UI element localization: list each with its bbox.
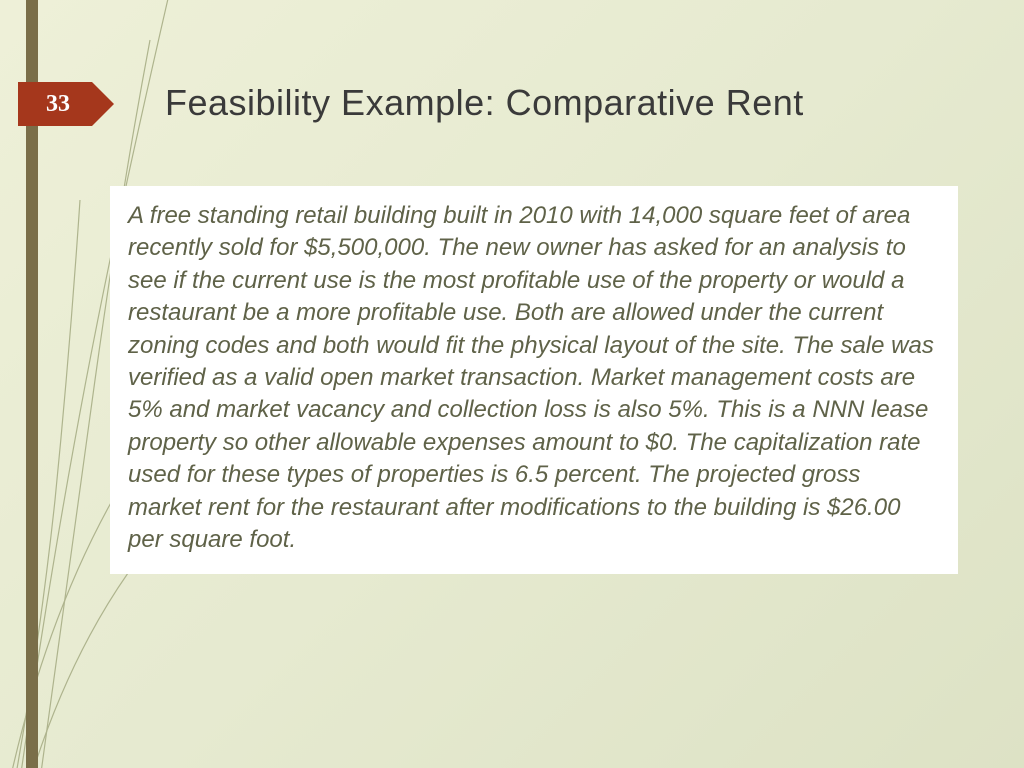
badge-arrow-icon: [92, 82, 114, 126]
slide: 33 Feasibility Example: Comparative Rent…: [0, 0, 1024, 768]
page-number: 33: [18, 82, 92, 126]
page-number-badge: 33: [18, 82, 114, 126]
body-text: A free standing retail building built in…: [128, 200, 940, 556]
slide-title: Feasibility Example: Comparative Rent: [165, 82, 804, 124]
body-container: A free standing retail building built in…: [110, 186, 958, 574]
